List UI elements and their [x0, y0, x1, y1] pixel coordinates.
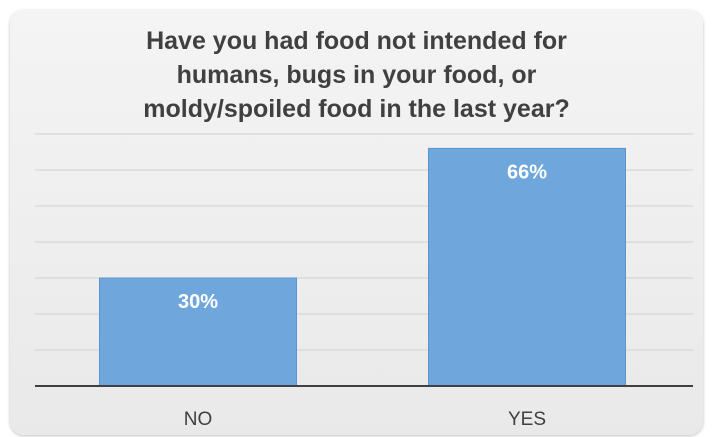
data-label-yes: 66% [507, 161, 547, 183]
bars [99, 147, 626, 387]
category-label-no: NO [184, 409, 213, 430]
chart-title: Have you had food not intended for human… [143, 27, 570, 123]
data-label-no: 30% [178, 291, 218, 313]
bar-yes [428, 147, 626, 387]
category-label-yes: YES [508, 409, 546, 430]
category-labels: NO YES [184, 409, 546, 430]
data-labels: 30% 66% [178, 161, 547, 313]
bar-no [99, 277, 297, 387]
